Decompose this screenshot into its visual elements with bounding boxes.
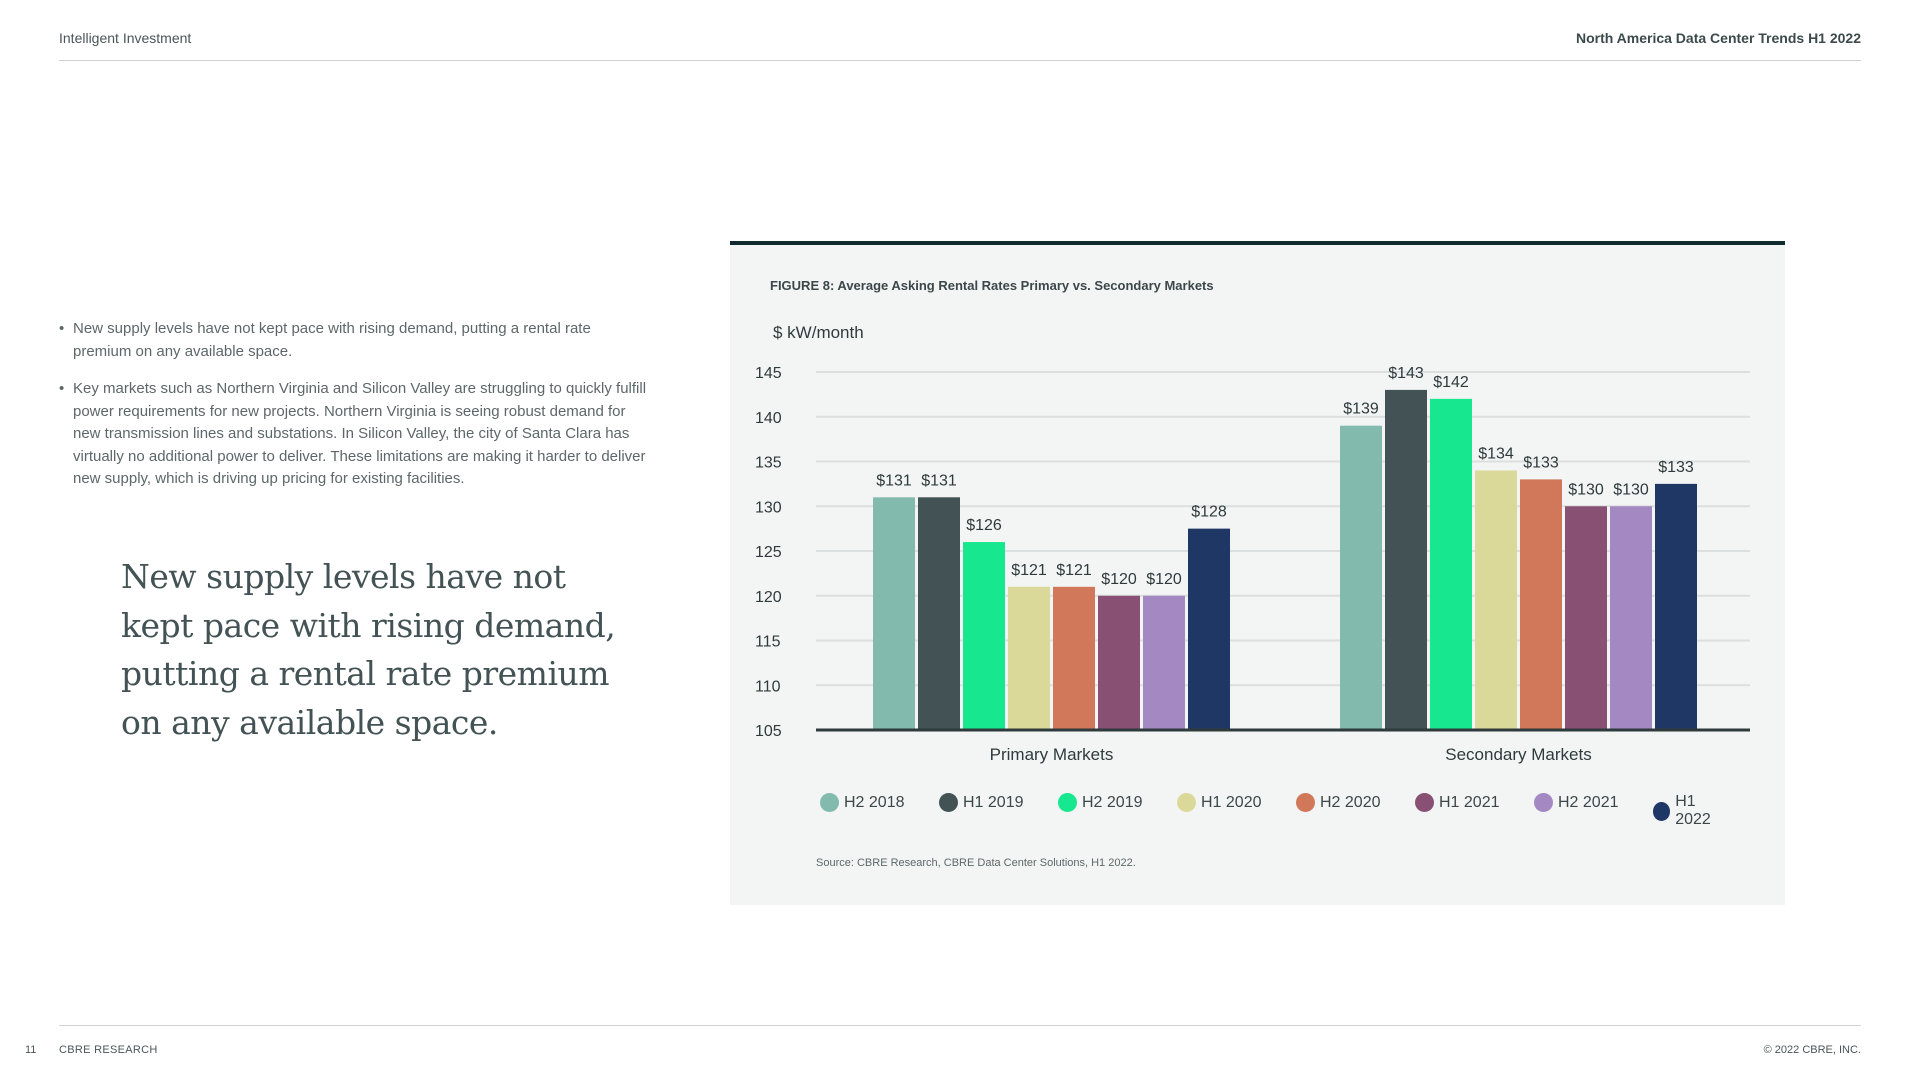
legend-label: H2 2019 [1082,793,1143,811]
legend-label: H1 2021 [1439,793,1500,811]
report-brand: Intelligent Investment [59,30,192,46]
x-category-label: Secondary Markets [1445,745,1591,764]
copyright: © 2022 CBRE, INC. [1763,1044,1861,1056]
data-label: $121 [1011,562,1047,579]
data-label: $120 [1146,571,1182,588]
legend-swatch [1415,793,1434,812]
data-label: $130 [1568,481,1604,498]
y-axis-label: $ kW/month [773,323,864,342]
data-label: $142 [1433,374,1469,391]
data-label: $130 [1613,481,1649,498]
legend-swatch [820,793,839,812]
bar [1340,425,1382,730]
pull-quote: New supply levels have not kept pace wit… [121,557,616,742]
y-tick-label: 130 [755,499,782,516]
data-label: $133 [1658,459,1694,476]
legend-swatch [1653,801,1671,821]
data-label: $128 [1191,504,1227,521]
legend-swatch [939,793,958,812]
legend-item: H2 2019 [1058,793,1143,812]
y-tick-label: 120 [755,589,782,606]
legend-swatch [1296,793,1315,812]
bar [1565,506,1607,730]
page-number: 11 [25,1044,37,1056]
legend-item: H1 2021 [1415,793,1500,812]
footer-brand: CBRE RESEARCH [59,1044,158,1056]
bullet-item: Key markets such as Northern Virginia an… [59,378,649,491]
data-label: $139 [1343,401,1379,418]
data-label: $134 [1478,445,1514,462]
figure-title: FIGURE 8: Average Asking Rental Rates Pr… [770,278,1214,293]
legend-item: H2 2021 [1534,793,1619,812]
data-label: $121 [1056,562,1092,579]
bar [1475,470,1517,730]
bar-chart: 105 110 115 120 125 130 135 140 145 $131 $139 $131 $… [755,365,1750,764]
header-divider [59,60,1861,61]
bar [1430,398,1472,730]
legend-label: H2 2020 [1320,793,1381,811]
bar [918,497,960,730]
bar [1008,586,1050,730]
legend-label: H2 2018 [844,793,905,811]
legend-item: H2 2018 [820,793,905,812]
legend-swatch [1177,793,1196,812]
bar [1655,483,1697,730]
legend-swatch [1058,793,1077,812]
bar [1188,528,1230,730]
data-label: $143 [1388,365,1424,382]
legend-item: H2 2020 [1296,793,1381,812]
figure-source: Source: CBRE Research, CBRE Data Center … [816,857,1136,869]
y-tick-label: 140 [755,410,782,427]
bar [1385,389,1427,730]
y-tick-label: 110 [755,678,781,695]
x-category-label: Primary Markets [990,745,1114,764]
legend-label: H2 2021 [1558,793,1619,811]
report-title: North America Data Center Trends H1 2022 [1575,30,1861,46]
bullet-list: New supply levels have not kept pace wit… [59,318,649,506]
y-tick-label: 135 [755,455,782,472]
bar [873,497,915,730]
y-tick-label: 115 [755,634,781,651]
bullet-item: New supply levels have not kept pace wit… [59,318,649,363]
y-tick-label: 105 [755,723,782,740]
bar [1610,506,1652,730]
bar [1098,595,1140,730]
legend-label: H1 2019 [963,793,1024,811]
legend-item: H1 2019 [939,793,1024,812]
legend-label: H1 2022 [1675,793,1711,828]
y-tick-label: 125 [755,544,782,561]
legend-label: H1 2020 [1201,793,1262,811]
legend-item: H1 2022 [1653,793,1730,829]
bar [1143,595,1185,730]
data-label: $131 [876,472,912,489]
data-label: $133 [1523,454,1559,471]
legend-item: H1 2020 [1177,793,1262,812]
bar [1053,586,1095,730]
data-label: $126 [966,517,1002,534]
bar [1520,479,1562,730]
data-label: $120 [1101,571,1137,588]
legend-swatch [1534,793,1553,812]
chart-legend: H2 2018 H1 2019 H2 2019 H1 2020 H2 2020 H1 20… [820,793,1730,828]
y-tick-label: 145 [755,365,782,382]
data-label: $131 [921,472,957,489]
bar [963,542,1005,730]
footer-divider [59,1025,1861,1026]
